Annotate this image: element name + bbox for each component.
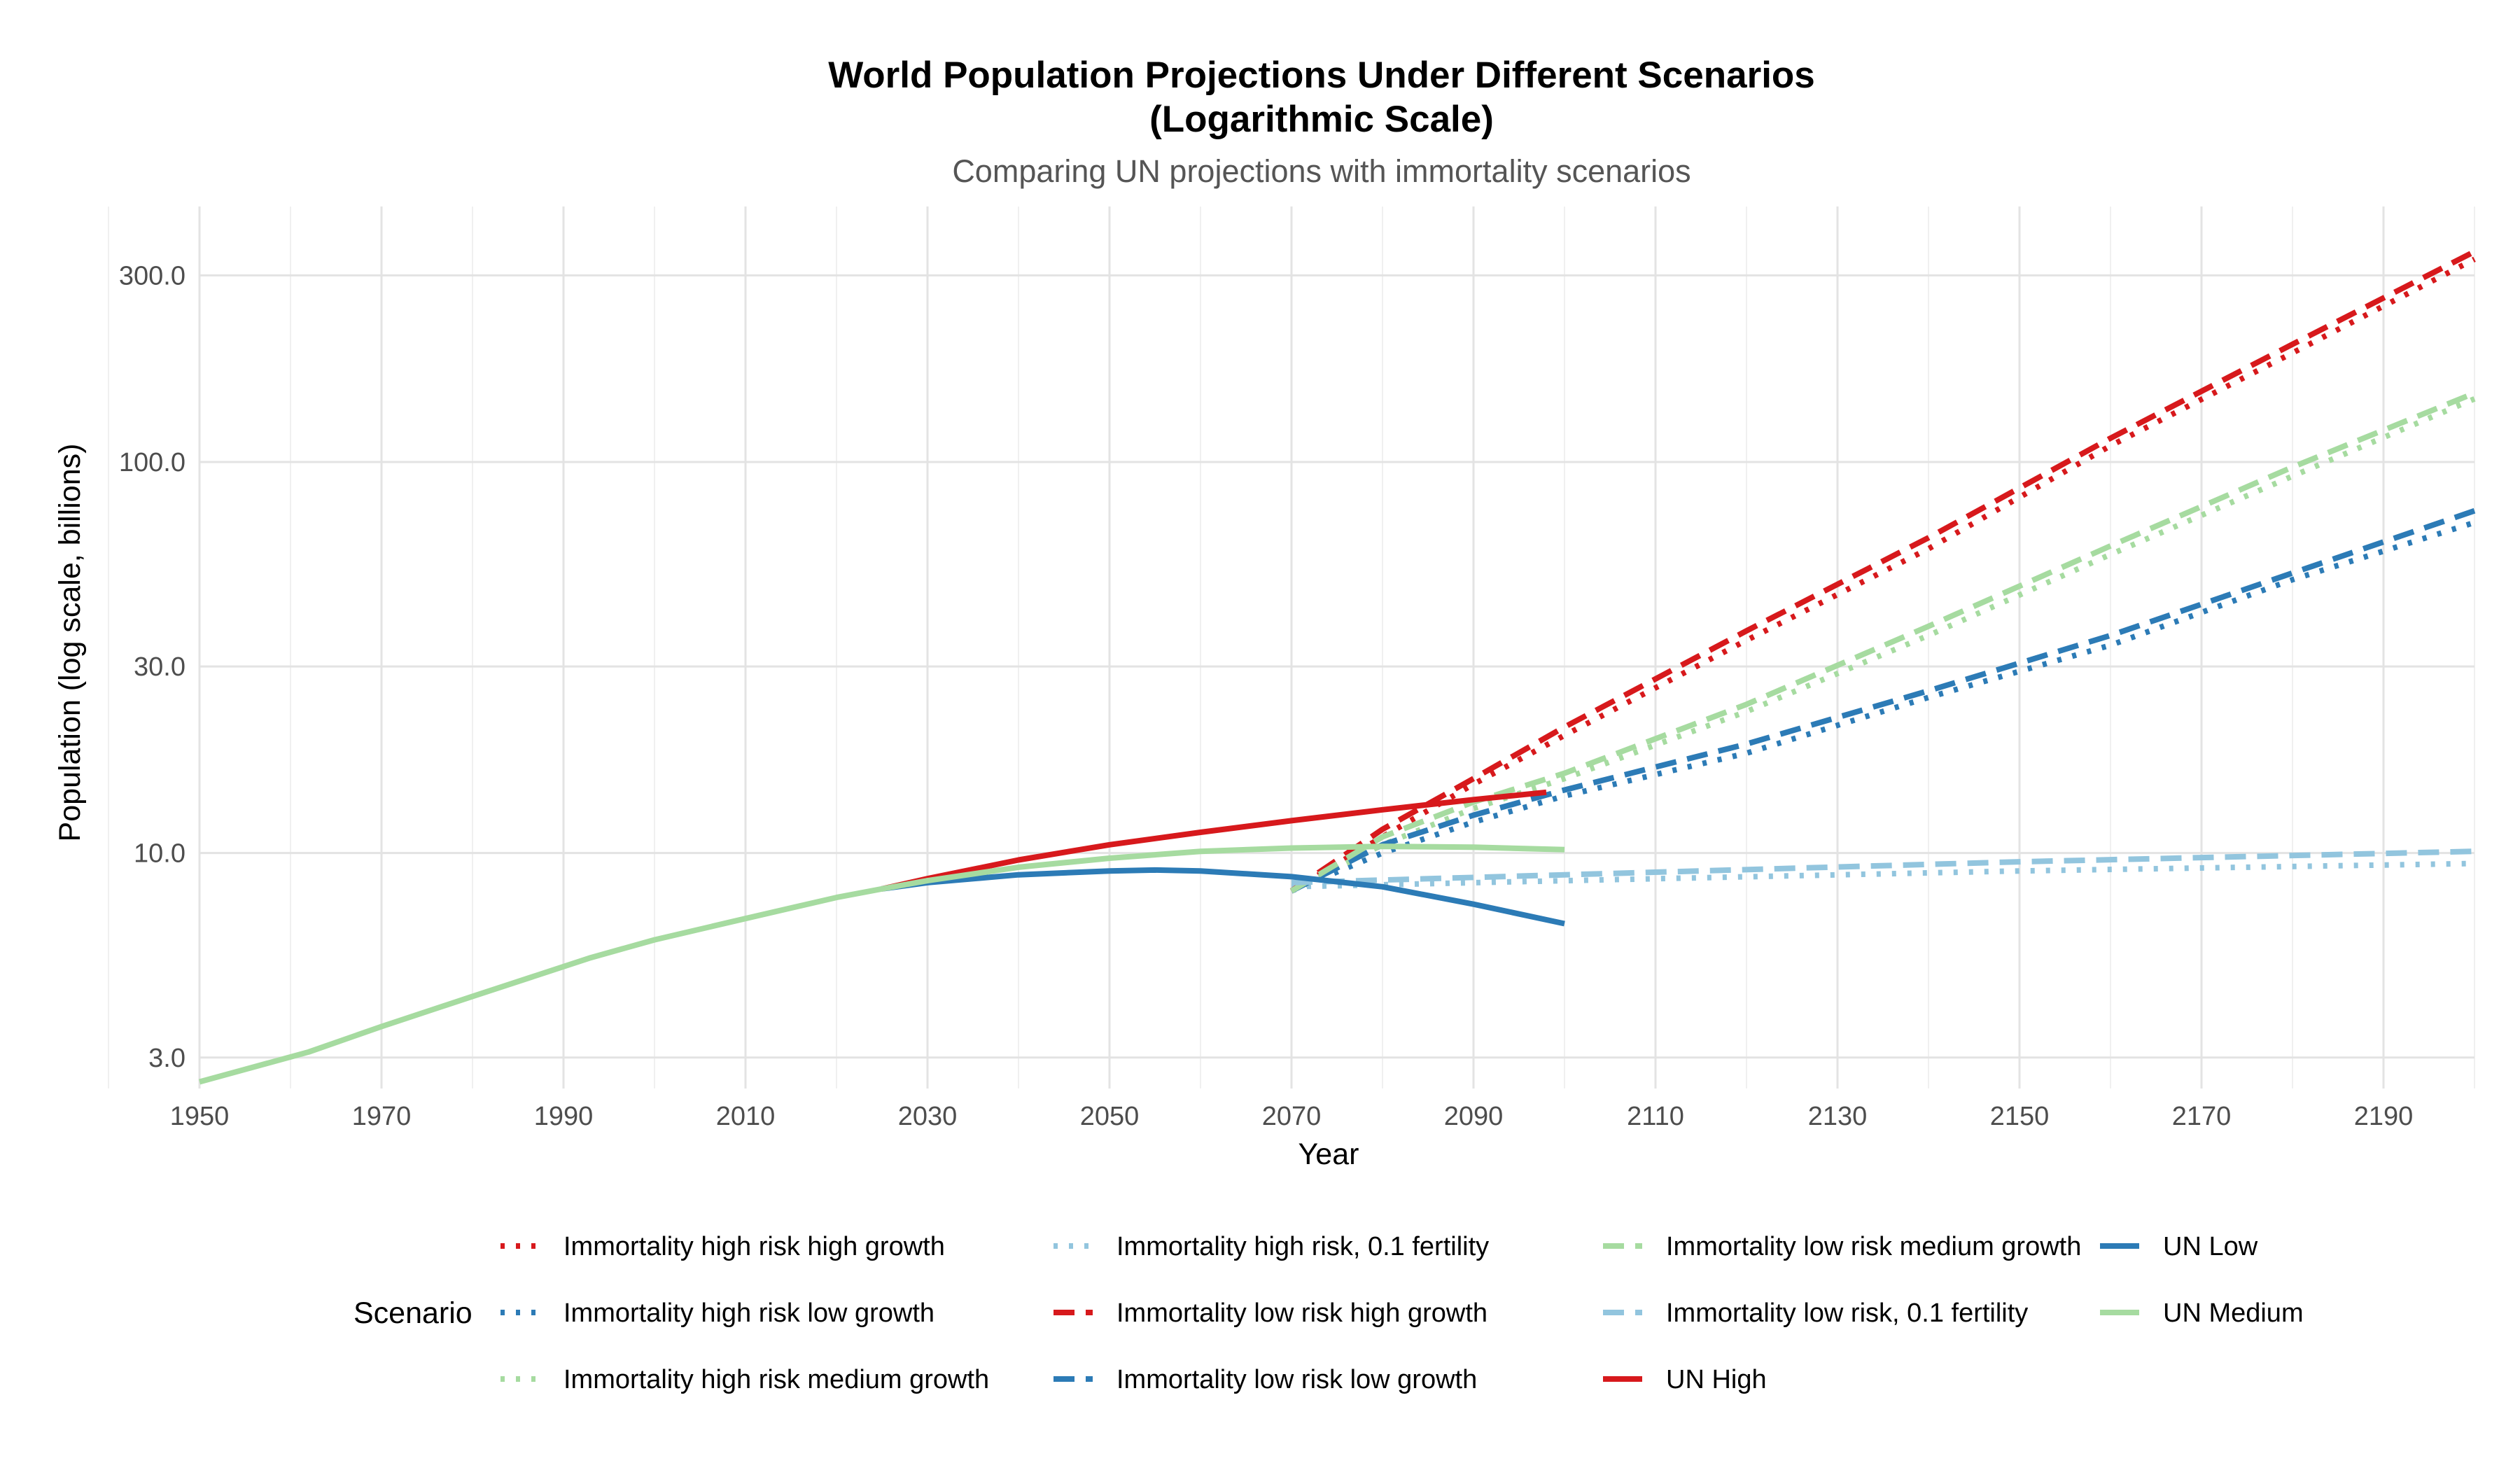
x-tick-label: 1950 bbox=[170, 1102, 230, 1131]
x-axis-title: Year bbox=[1298, 1138, 1359, 1171]
legend: Immortality high risk high growth Immorta… bbox=[500, 1232, 2304, 1394]
legend-label: Immortality low risk, 0.1 fertility bbox=[1666, 1298, 2028, 1328]
x-tick-label: 2030 bbox=[898, 1102, 958, 1131]
x-tick-label: 1970 bbox=[352, 1102, 412, 1131]
x-tick-label: 2130 bbox=[1808, 1102, 1868, 1131]
x-tick-label: 2170 bbox=[2172, 1102, 2232, 1131]
legend-label: UN High bbox=[1666, 1365, 1767, 1394]
series-line-immortality-low-risk-high-growth bbox=[1289, 248, 2476, 894]
series-line-immortality-high-risk-medium-growth bbox=[1290, 396, 2476, 894]
y-tick-label: 30.0 bbox=[134, 652, 186, 682]
series-line-un-low bbox=[881, 867, 1565, 927]
series-line-immortality-low-risk-medium-growth bbox=[1289, 390, 2476, 894]
legend-label: Immortality high risk low growth bbox=[564, 1298, 934, 1328]
x-tick-label: 2050 bbox=[1080, 1102, 1140, 1131]
legend-label: Immortality high risk medium growth bbox=[564, 1365, 989, 1394]
series-line-immortality-high-risk-high-growth bbox=[1289, 256, 2476, 894]
legend-label: UN Medium bbox=[2163, 1298, 2304, 1328]
legend-label: UN Low bbox=[2163, 1232, 2258, 1261]
series-line-immortality-low-risk-low-growth bbox=[1290, 507, 2476, 894]
plot-lines bbox=[198, 248, 2476, 1085]
chart-title-line1: World Population Projections Under Diffe… bbox=[828, 55, 1815, 96]
y-tick-label: 300.0 bbox=[119, 261, 186, 290]
x-tick-label: 2110 bbox=[1627, 1102, 1684, 1131]
x-tick-label: 1990 bbox=[534, 1102, 594, 1131]
x-tick-label: 2070 bbox=[1262, 1102, 1322, 1131]
legend-title: Scenario bbox=[354, 1296, 472, 1330]
series-line-un-high bbox=[881, 789, 1547, 892]
y-axis-title: Population (log scale, billions) bbox=[53, 444, 87, 842]
y-tick-label: 3.0 bbox=[148, 1044, 186, 1073]
legend-label: Immortality high risk high growth bbox=[564, 1232, 945, 1261]
y-tick-label: 100.0 bbox=[119, 448, 186, 477]
x-tick-label: 2090 bbox=[1444, 1102, 1504, 1131]
x-tick-label: 2190 bbox=[2354, 1102, 2414, 1131]
chart-title-line2: (Logarithmic Scale) bbox=[1149, 99, 1494, 140]
chart-subtitle: Comparing UN projections with immortalit… bbox=[952, 153, 1690, 189]
legend-label: Immortality low risk high growth bbox=[1116, 1298, 1488, 1328]
legend-label: Immortality low risk medium growth bbox=[1666, 1232, 2081, 1261]
series-line-un-medium bbox=[198, 844, 1565, 1085]
x-tick-label: 2010 bbox=[716, 1102, 776, 1131]
x-tick-label: 2150 bbox=[1990, 1102, 2050, 1131]
y-tick-label: 10.0 bbox=[134, 839, 186, 869]
series-line-immortality-high-risk-0-1-fertility bbox=[1291, 860, 2475, 890]
grid bbox=[108, 206, 2475, 1088]
series-line-immortality-low-risk-0-1-fertility bbox=[1291, 848, 2475, 886]
legend-label: Immortality low risk low growth bbox=[1116, 1365, 1477, 1394]
axis-ticks: 1950 1970 1990 2010 2030 2050 2070 2090 2110 2130… bbox=[119, 261, 2413, 1131]
legend-label: Immortality high risk, 0.1 fertility bbox=[1116, 1232, 1489, 1261]
